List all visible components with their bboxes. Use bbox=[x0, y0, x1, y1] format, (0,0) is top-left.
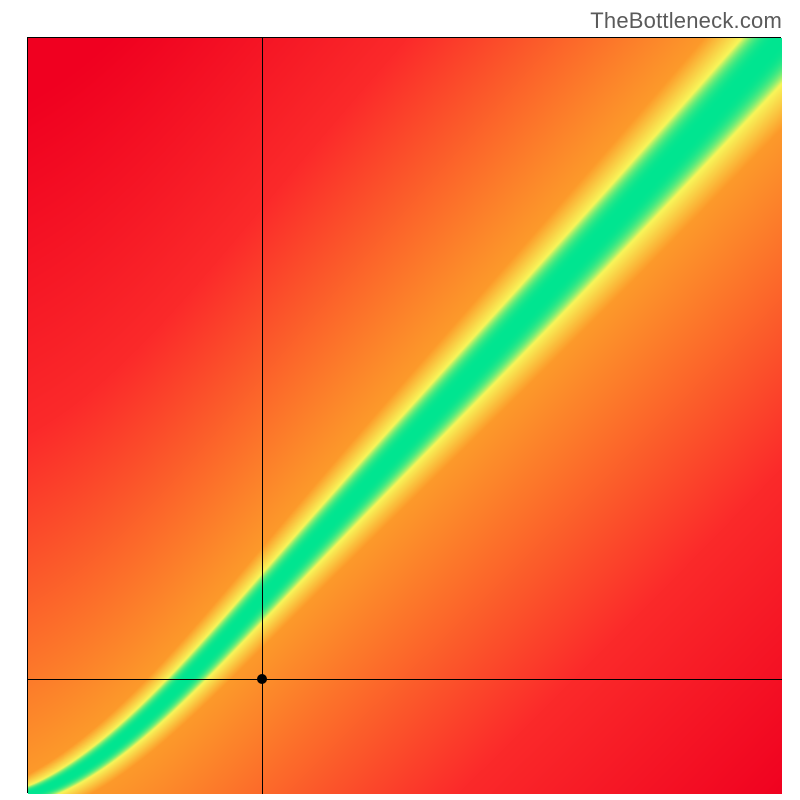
crosshair-marker bbox=[257, 674, 267, 684]
watermark-text: TheBottleneck.com bbox=[590, 8, 782, 34]
heatmap-canvas bbox=[28, 38, 782, 794]
crosshair-horizontal bbox=[28, 679, 782, 680]
heatmap-plot bbox=[27, 37, 781, 793]
